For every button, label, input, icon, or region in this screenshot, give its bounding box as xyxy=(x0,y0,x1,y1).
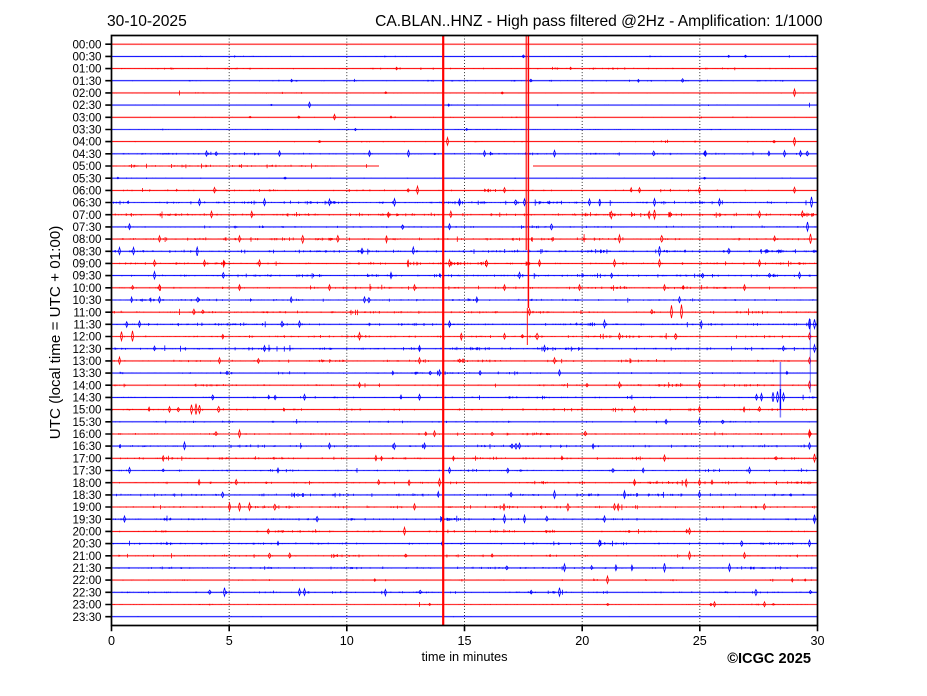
svg-text:06:30: 06:30 xyxy=(72,197,101,210)
svg-text:08:00: 08:00 xyxy=(72,233,101,246)
svg-text:21:30: 21:30 xyxy=(72,562,101,575)
svg-text:11:00: 11:00 xyxy=(73,306,101,319)
svg-text:01:00: 01:00 xyxy=(72,63,101,76)
svg-text:08:30: 08:30 xyxy=(72,245,101,258)
svg-text:25: 25 xyxy=(693,634,707,648)
svg-text:0: 0 xyxy=(108,634,115,648)
svg-text:5: 5 xyxy=(226,634,233,648)
svg-text:06:00: 06:00 xyxy=(72,185,101,198)
svg-text:23:00: 23:00 xyxy=(72,599,101,612)
svg-text:17:00: 17:00 xyxy=(72,452,101,465)
svg-text:04:00: 04:00 xyxy=(72,136,101,149)
svg-text:15: 15 xyxy=(457,634,471,648)
svg-text:22:00: 22:00 xyxy=(72,574,101,587)
svg-text:01:30: 01:30 xyxy=(72,75,101,88)
svg-text:10:30: 10:30 xyxy=(72,294,101,307)
svg-text:03:30: 03:30 xyxy=(72,124,101,137)
svg-text:05:00: 05:00 xyxy=(72,160,101,173)
svg-text:07:00: 07:00 xyxy=(72,209,101,222)
svg-text:10:00: 10:00 xyxy=(72,282,101,295)
svg-text:14:30: 14:30 xyxy=(72,392,101,405)
svg-text:12:00: 12:00 xyxy=(72,331,101,344)
svg-text:09:00: 09:00 xyxy=(72,258,101,271)
svg-text:20:00: 20:00 xyxy=(72,526,101,539)
svg-text:18:00: 18:00 xyxy=(72,477,101,490)
svg-text:14:00: 14:00 xyxy=(72,379,101,392)
svg-text:00:30: 00:30 xyxy=(72,51,101,64)
svg-text:02:30: 02:30 xyxy=(72,99,101,112)
svg-text:UTC (local time = UTC + 01:00): UTC (local time = UTC + 01:00) xyxy=(47,226,64,440)
svg-text:03:00: 03:00 xyxy=(72,111,101,124)
svg-text:16:30: 16:30 xyxy=(72,440,101,453)
svg-text:CA.BLAN..HNZ - High pass filte: CA.BLAN..HNZ - High pass filtered @2Hz -… xyxy=(375,13,823,30)
svg-text:19:00: 19:00 xyxy=(72,501,101,514)
svg-text:07:30: 07:30 xyxy=(72,221,101,234)
svg-text:05:30: 05:30 xyxy=(72,172,101,185)
svg-text:30-10-2025: 30-10-2025 xyxy=(107,13,187,30)
svg-text:17:30: 17:30 xyxy=(72,465,101,478)
svg-text:04:30: 04:30 xyxy=(72,148,101,161)
svg-text:15:00: 15:00 xyxy=(72,404,101,417)
svg-text:13:00: 13:00 xyxy=(72,355,101,368)
svg-text:21:00: 21:00 xyxy=(72,550,101,563)
svg-text:30: 30 xyxy=(810,634,824,648)
svg-text:02:00: 02:00 xyxy=(72,87,101,100)
svg-text:20: 20 xyxy=(575,634,589,648)
svg-text:time in minutes: time in minutes xyxy=(421,649,507,664)
svg-text:20:30: 20:30 xyxy=(72,538,101,551)
svg-text:00:00: 00:00 xyxy=(72,38,101,51)
svg-text:10: 10 xyxy=(340,634,354,648)
svg-text:22:30: 22:30 xyxy=(72,586,101,599)
svg-text:13:30: 13:30 xyxy=(72,367,101,380)
svg-text:19:30: 19:30 xyxy=(72,513,101,526)
svg-text:23:30: 23:30 xyxy=(72,611,101,624)
svg-text:15:30: 15:30 xyxy=(72,416,101,429)
svg-text:18:30: 18:30 xyxy=(72,489,101,502)
svg-text:©ICGC 2025: ©ICGC 2025 xyxy=(727,651,811,667)
svg-text:11:30: 11:30 xyxy=(73,318,101,331)
svg-text:09:30: 09:30 xyxy=(72,270,101,283)
svg-text:16:00: 16:00 xyxy=(72,428,101,441)
svg-text:12:30: 12:30 xyxy=(72,343,101,356)
